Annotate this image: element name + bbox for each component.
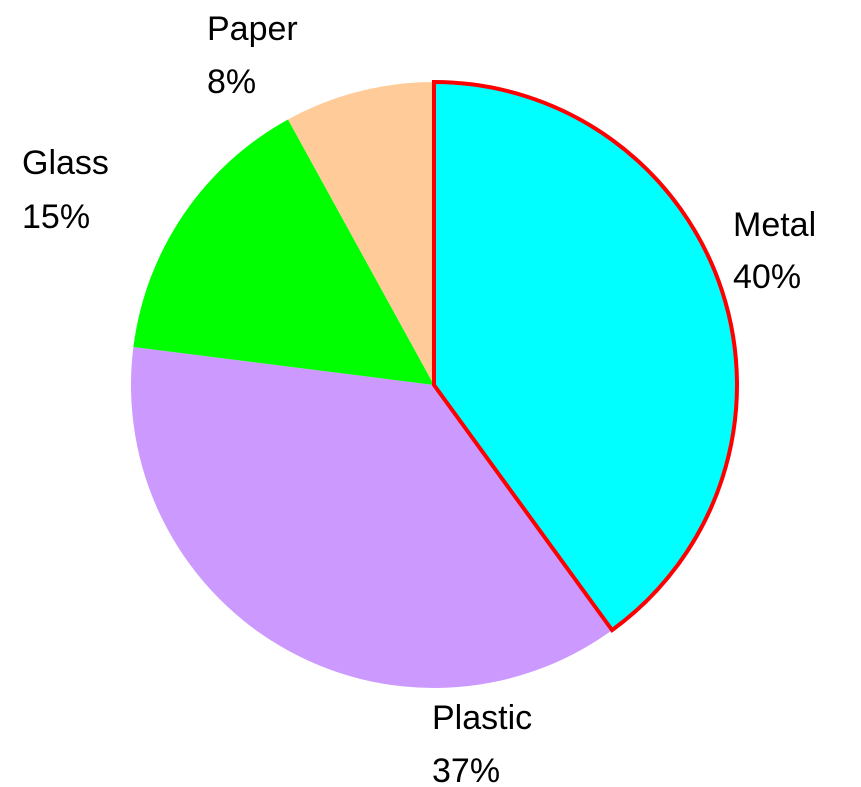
highlight-outline: [432, 79, 739, 633]
slice-label-plastic: Plastic: [432, 699, 532, 737]
pie-slice-plastic: [131, 347, 613, 688]
slice-percent-plastic: 37%: [432, 752, 500, 787]
pie-slice-metal: [434, 82, 737, 631]
slice-labels: Metal 40% Plastic 37% Glass 15% Paper 8%: [22, 10, 816, 787]
slice-label-paper: Paper: [207, 10, 298, 48]
slice-label-metal: Metal: [733, 206, 816, 244]
slice-percent-glass: 15%: [22, 198, 90, 236]
pie-slices: [131, 82, 737, 688]
slice-percent-metal: 40%: [733, 258, 801, 296]
slice-label-glass: Glass: [22, 144, 109, 182]
slice-percent-paper: 8%: [207, 63, 256, 101]
pie-slice-glass: [133, 119, 434, 386]
pie-slice-paper: [288, 82, 434, 385]
pie-slice-highlight-metal: [432, 79, 739, 633]
